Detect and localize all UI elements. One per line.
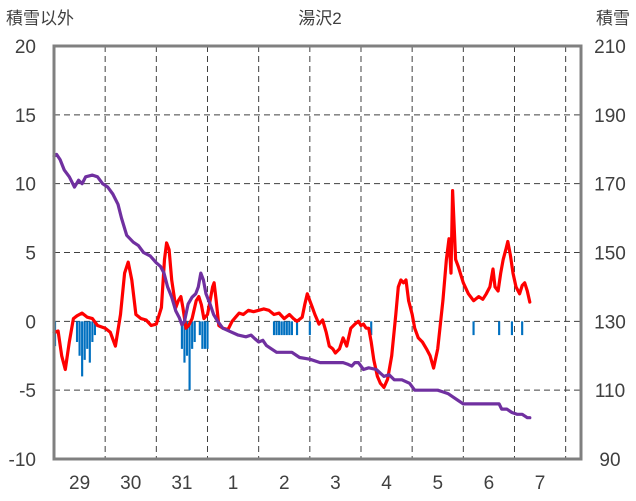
temperature-line (52, 189, 532, 389)
precipitation-bar (191, 321, 194, 349)
plot-frame (52, 44, 583, 461)
right-tick-label: 130 (594, 312, 626, 333)
left-tick-label: -10 (9, 450, 36, 471)
chart-title: 湯沢2 (298, 9, 341, 28)
x-tick-label: 4 (381, 473, 392, 494)
precipitation-bar (290, 321, 293, 336)
series-lines (52, 152, 532, 420)
left-tick-label: 15 (15, 106, 36, 127)
x-tick-label: 2 (279, 473, 290, 494)
right-axis-label: 積雪 (596, 9, 630, 28)
precipitation-bar (285, 321, 288, 336)
right-tick-label: 110 (595, 381, 625, 402)
precipitation-bar (280, 321, 283, 336)
x-tick-label: 29 (69, 473, 90, 494)
precipitation-bar (308, 321, 311, 336)
precipitation-bar (198, 321, 201, 336)
x-tick-label: 31 (171, 473, 192, 494)
left-tick-label: 5 (25, 244, 36, 265)
precipitation-bar (180, 321, 183, 349)
precipitation-bar (188, 321, 191, 391)
precipitation-bar (295, 321, 299, 336)
x-tick-label: 1 (228, 473, 239, 494)
right-tick-label: 210 (594, 37, 626, 58)
precipitation-bar (288, 321, 291, 336)
left-tick-label: 10 (15, 175, 36, 196)
precipitation-bar (278, 321, 281, 336)
right-tick-label: 150 (594, 244, 626, 265)
precipitation-bar (275, 321, 278, 336)
x-tick-label: 6 (484, 473, 495, 494)
precipitation-bar (83, 321, 86, 360)
precipitation-bar (206, 321, 209, 349)
x-tick-label: 3 (330, 473, 341, 494)
snow_depth-line (52, 152, 532, 420)
precipitation-bar (78, 321, 81, 356)
right-tick-label: 190 (594, 106, 626, 127)
precipitation-bar (498, 321, 501, 336)
right-tick-label: 90 (599, 450, 620, 471)
precipitation-bar (283, 321, 286, 336)
x-tick-label: 7 (535, 473, 546, 494)
right-tick-label: 170 (594, 175, 626, 196)
precipitation-bar (185, 321, 189, 356)
plot-border (52, 44, 583, 461)
precipitation-bar (472, 321, 475, 336)
left-axis-label: 積雪以外 (6, 9, 74, 28)
precipitation-bar (510, 321, 514, 336)
precipitation-bar (183, 321, 186, 363)
left-tick-label: 20 (15, 37, 36, 58)
precipitation-bar (88, 321, 91, 363)
left-tick-label: 0 (25, 312, 36, 333)
precipitation-bars (53, 321, 524, 391)
left-tick-label: -5 (19, 381, 36, 402)
precipitation-bar (81, 321, 84, 377)
precipitation-bar (93, 321, 97, 336)
x-tick-label: 5 (432, 473, 443, 494)
grid-lines (54, 46, 581, 459)
precipitation-bar (201, 321, 204, 349)
precipitation-bar (193, 321, 196, 342)
precipitation-bar (91, 321, 94, 342)
precipitation-bar (272, 321, 276, 336)
precipitation-bar (370, 321, 373, 336)
precipitation-bar (75, 321, 79, 342)
precipitation-bar (521, 321, 524, 336)
precipitation-bar (203, 321, 207, 349)
x-tick-label: 30 (120, 473, 141, 494)
precipitation-bar (86, 321, 89, 349)
